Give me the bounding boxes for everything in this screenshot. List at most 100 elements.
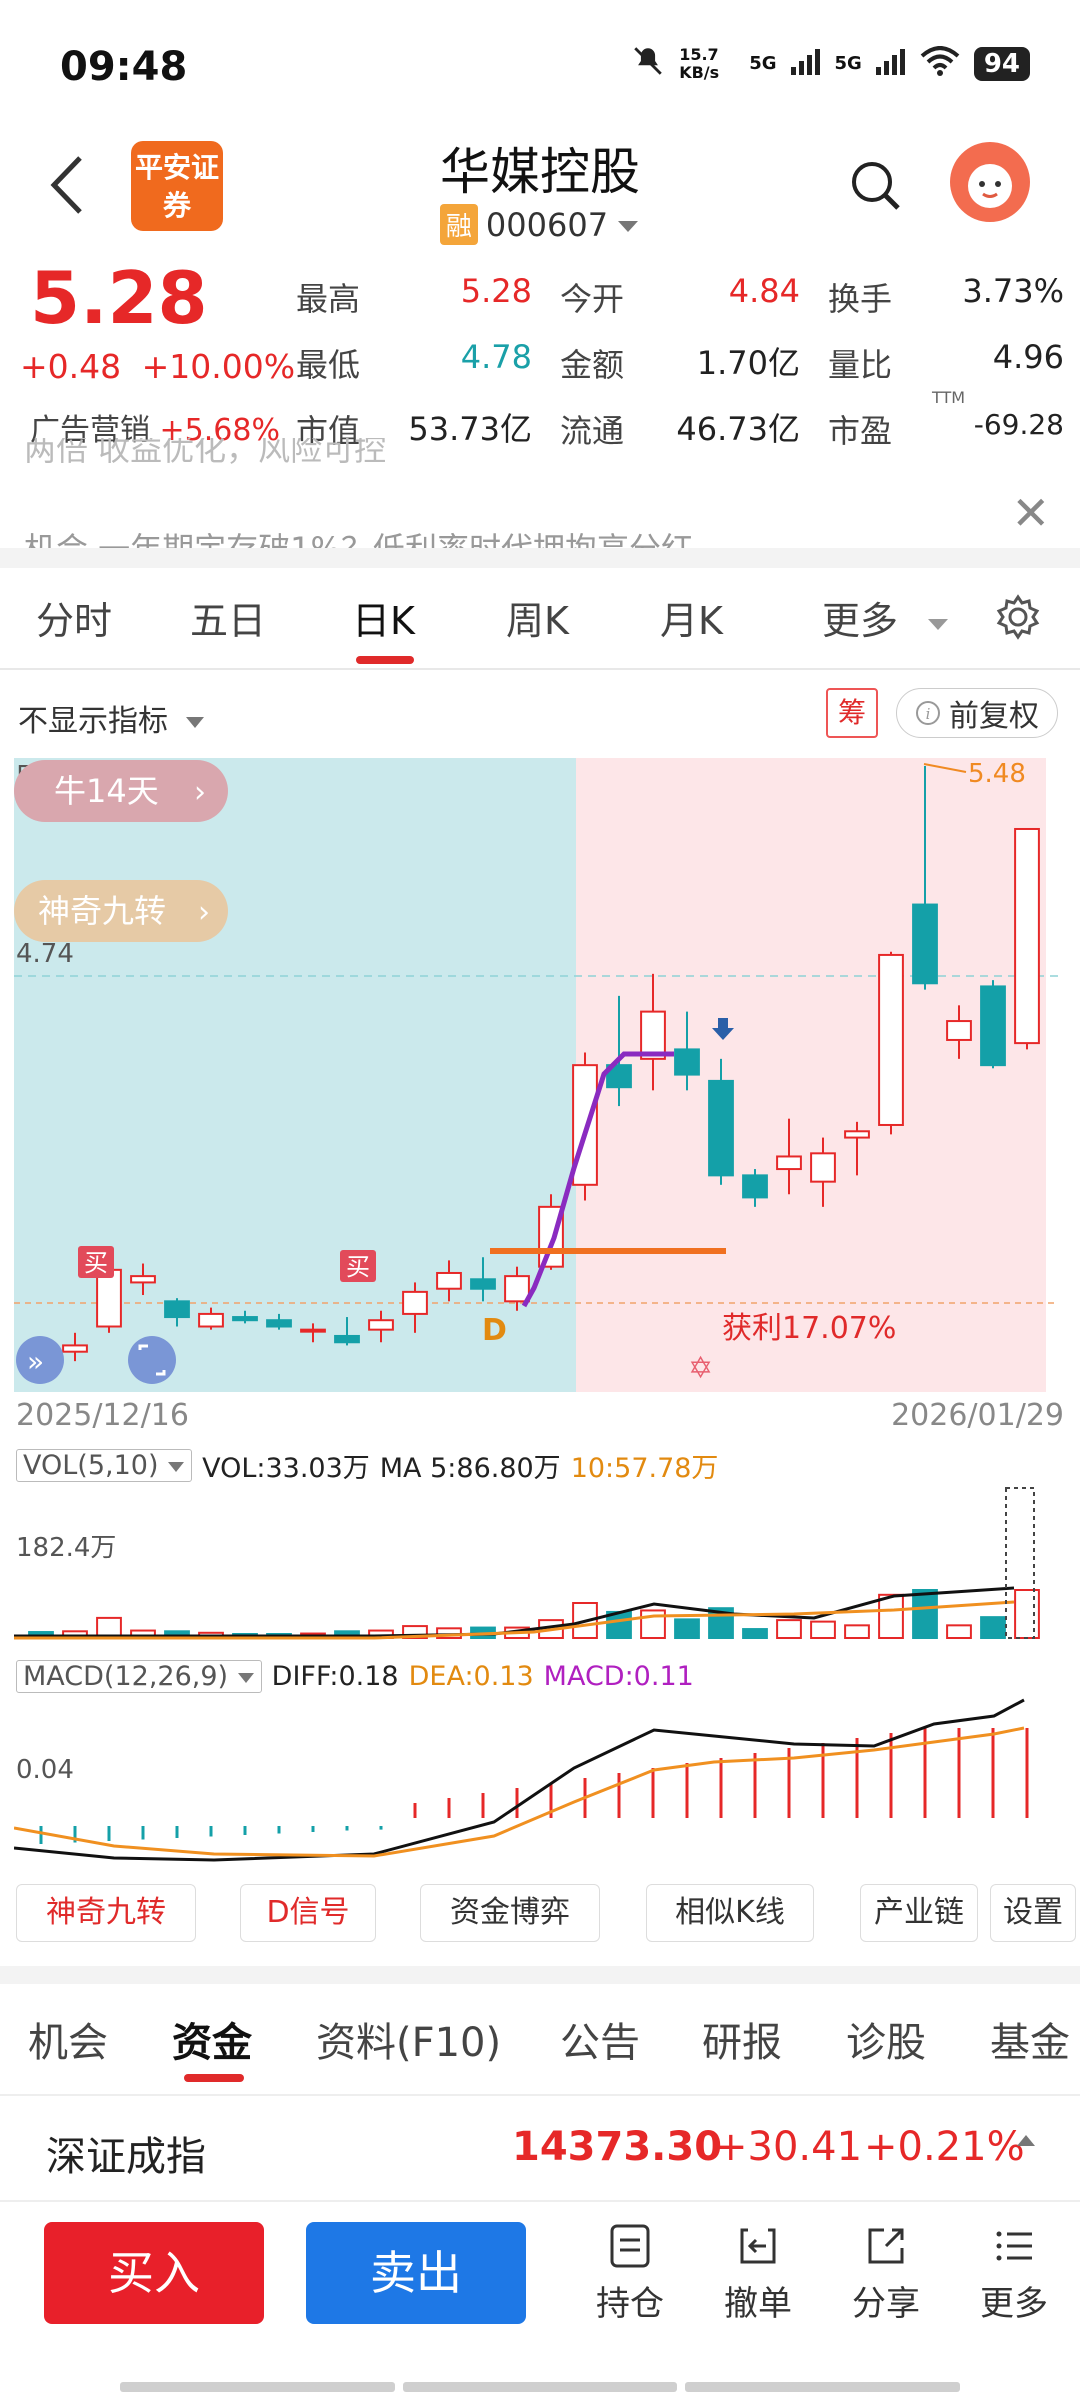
quote-value-turnover: 3.73% [962,272,1064,310]
search-icon[interactable] [848,158,904,214]
share-button[interactable]: 分享 [836,2222,936,2325]
trend-line [521,1051,674,1308]
macd-indicator-tag[interactable]: MACD(12,26,9) [16,1660,262,1693]
tab-research[interactable]: 研报 [702,2020,782,2066]
bull-badge-label: 牛14天 [54,772,159,810]
arrow-down-icon [712,1018,734,1040]
volume-bar [402,1625,428,1640]
macd-level-label: 0.04 [16,1755,74,1785]
macd-diff: DIFF:0.18 [271,1661,399,1692]
settings-button[interactable]: 设置 [990,1884,1076,1942]
signal-5g-1: 5G [749,53,777,74]
d-signal-button[interactable]: D信号 [240,1884,376,1942]
news-ticker[interactable]: 两倍 收益优化，风险可控 机会 一年期定存破1%？低利率时代拥抱高分红 [0,438,1080,548]
adjust-price-button[interactable]: i 前复权 [896,688,1058,738]
dea-line [14,1726,1025,1858]
index-name[interactable]: 深证成指 [46,2134,206,2180]
tab-daily-k[interactable]: 日K [352,599,415,643]
triangle-up-icon[interactable] [1016,2132,1036,2151]
cancel-order-button[interactable]: 撤单 [708,2222,808,2325]
price-change: +0.48 +10.00% [20,347,295,386]
capital-game-button[interactable]: 资金博弈 [420,1884,600,1942]
back-icon[interactable] [44,150,92,220]
nine-turn-button[interactable]: 神奇九转 [16,1884,196,1942]
candle-body [640,1010,666,1060]
avatar[interactable] [950,142,1030,222]
fullscreen-icon[interactable] [128,1336,176,1384]
volume-bar [844,1624,870,1639]
stock-code-row[interactable]: 融 000607 [0,204,1080,245]
chevron-right-icon: › [198,895,210,930]
gear-icon[interactable] [995,594,1041,640]
cancel-order-label: 撤单 [724,2284,792,2324]
quote-label: 最低 [296,346,361,384]
tab-capital[interactable]: 资金 [172,2020,252,2066]
tab-announcement[interactable]: 公告 [560,2020,640,2066]
candle-body [912,903,938,985]
volume-tag-label: VOL(5,10) [23,1450,159,1481]
stock-name: 华媒控股 [440,143,640,201]
tab-weekly-k[interactable]: 周K [506,599,569,643]
chevron-right-icon: › [194,775,206,810]
volume-header[interactable]: VOL(5,10) VOL:33.03万 MA 5:86.80万 10:57.7… [16,1446,718,1485]
volume-bar [946,1624,972,1639]
sell-button[interactable]: 卖出 [306,2222,526,2324]
quote-label: 量比 [828,346,893,384]
tab-intraday[interactable]: 分时 [36,599,113,643]
more-label: 更多 [980,2284,1048,2324]
candle-body [402,1290,428,1315]
candle-body [878,953,904,1126]
macd-chart[interactable]: 0.04 [14,1698,1058,1868]
tab-fund[interactable]: 基金 [990,2020,1070,2066]
bull-badge[interactable]: 牛14天 › [14,760,228,822]
net-speed: 15.7 KB/s [679,44,720,82]
tab-five-day[interactable]: 五日 [190,599,267,643]
share-label: 分享 [852,2284,920,2324]
quote-label: 市盈 [828,412,893,450]
volume-value: VOL:33.03万 [202,1453,370,1484]
candle-body [62,1344,88,1353]
quote-value-open: 4.84 [728,272,800,310]
buy-button[interactable]: 买入 [44,2222,264,2324]
divider [0,2200,1080,2202]
index-change: +30.41 [714,2124,863,2170]
close-icon[interactable]: ✕ [1011,486,1050,540]
active-tab-indicator [184,2074,244,2082]
volume-ma10: 10:57.78万 [570,1453,719,1484]
macd-dea: DEA:0.13 [408,1661,534,1692]
candle-body [232,1316,258,1322]
quote-label: 金额 [560,346,625,384]
holdings-button[interactable]: 持仓 [580,2222,680,2325]
mute-icon [631,44,665,83]
more-button[interactable]: 更多 [964,2222,1064,2325]
buy-marker: 买 [340,1250,376,1282]
tab-opportunity[interactable]: 机会 [28,2020,108,2066]
holdings-icon [610,2224,650,2268]
expand-icon[interactable]: » [16,1336,64,1384]
industry-chain-button[interactable]: 产业链 [860,1884,978,1942]
quote-label: 换手 [828,280,893,318]
nine-turn-badge[interactable]: 神奇九转 › [14,880,228,942]
kline-chart[interactable]: 5.48 4.74 牛14天 › 神奇九转 › 买 买 D 获利17.07% ✡… [14,758,1058,1392]
date-end: 2026/01/29 [891,1398,1064,1433]
tab-more[interactable]: 更多 [822,590,950,645]
volume-indicator-tag[interactable]: VOL(5,10) [16,1449,193,1482]
macd-header[interactable]: MACD(12,26,9) DIFF:0.18 DEA:0.13 MACD:0.… [16,1660,694,1693]
sector-tag[interactable]: 广告营销 +5.68% [30,405,280,449]
candle-body [776,1155,802,1171]
quote-value-high: 5.28 [460,272,532,310]
indicator-select[interactable]: 不显示指标 [18,696,206,740]
sector-name: 广告营销 [30,413,150,448]
chip-distribution-button[interactable]: 筹 [826,688,878,738]
tab-profile[interactable]: 资料(F10) [316,2020,502,2066]
volume-chart[interactable]: 182.4万 [14,1486,1058,1648]
candle-body [300,1328,326,1333]
tab-monthly-k[interactable]: 月K [660,599,723,643]
tab-diagnosis[interactable]: 诊股 [846,2020,926,2066]
news-line: 机会 一年期定存破1%？低利率时代拥抱高分红 [24,524,693,548]
change-value: +0.48 [20,347,122,386]
active-tab-indicator [356,656,414,664]
quote-value-pe: -69.28 [973,408,1064,441]
chart-period-tabs: 分时 五日 日K 周K 月K 更多 [0,590,1080,670]
similar-kline-button[interactable]: 相似K线 [646,1884,814,1942]
